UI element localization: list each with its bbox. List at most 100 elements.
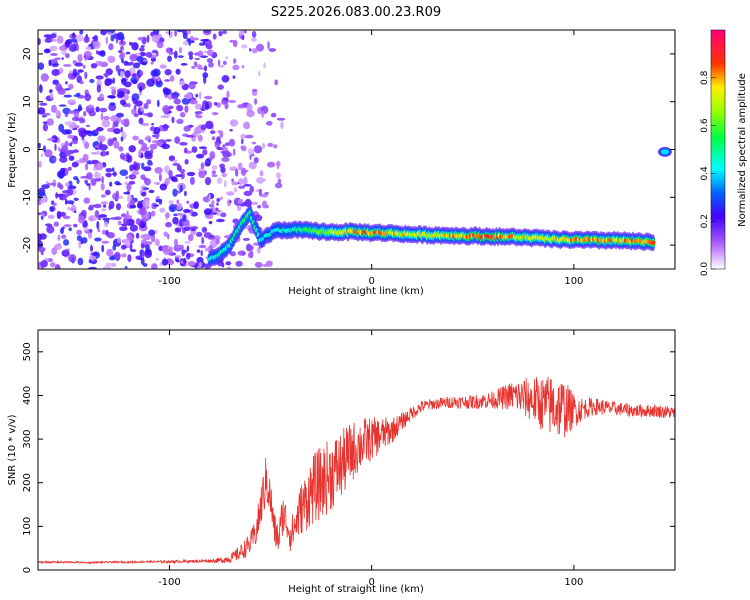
heatmap-cell (81, 209, 87, 217)
heatmap-cell (163, 89, 171, 95)
heatmap-cell (273, 144, 278, 149)
heatmap-cell (248, 48, 252, 52)
heatmap-cell (218, 65, 225, 68)
heatmap-cell (59, 211, 67, 217)
heatmap-cell (117, 116, 122, 123)
heatmap-cell (64, 88, 71, 91)
heatmap-cell (251, 30, 257, 38)
heatmap-cell (68, 254, 77, 263)
heatmap-cell (60, 227, 64, 234)
snr-y-tick-label: 200 (22, 473, 33, 492)
heatmap-cell (44, 38, 52, 43)
heatmap-cell (98, 214, 108, 218)
heatmap-cell (211, 200, 215, 206)
heatmap-cell (89, 78, 95, 84)
heatmap-cell (158, 173, 162, 182)
heatmap-cell (38, 107, 46, 115)
heatmap-cell (93, 35, 99, 42)
snr-frame (37, 329, 676, 571)
snr-series-line (38, 376, 675, 565)
heatmap-cell (135, 218, 142, 225)
heatmap-cell (77, 54, 83, 62)
heatmap-cell (126, 183, 132, 191)
heatmap-cell (175, 68, 181, 75)
heatmap-cell (153, 204, 159, 207)
snr-y-tick-label: 300 (22, 430, 33, 449)
heatmap-cell (85, 163, 89, 171)
heatmap-cell (142, 187, 150, 190)
heatmap-cell (120, 126, 123, 133)
heatmap-x-tick-label: -100 (158, 276, 181, 287)
heatmap-cell (115, 112, 124, 118)
heatmap-cell (183, 125, 191, 132)
heatmap-cell (274, 182, 283, 189)
heatmap-cell (158, 245, 163, 252)
heatmap-cell (263, 62, 266, 69)
heatmap-cell (107, 55, 116, 63)
heatmap-cell (221, 100, 228, 105)
heatmap-cell (42, 112, 51, 116)
heatmap-cell (250, 201, 259, 205)
heatmap-cell (216, 218, 225, 223)
heatmap-cell (194, 126, 203, 135)
heatmap-cell (240, 167, 247, 176)
heatmap-cell (162, 124, 170, 129)
heatmap-cell (86, 183, 90, 186)
heatmap-cell (128, 145, 136, 153)
heatmap-cell (52, 202, 57, 206)
heatmap-cell (76, 44, 80, 52)
heatmap-cell (53, 243, 62, 251)
heatmap-cell (274, 79, 279, 86)
heatmap-cell (46, 138, 56, 141)
heatmap-cell (131, 42, 139, 51)
heatmap-cell (151, 34, 160, 43)
heatmap-cell (241, 34, 245, 41)
heatmap-cell (217, 130, 223, 134)
heatmap-cell (188, 51, 194, 57)
heatmap-cell (78, 106, 83, 111)
heatmap-cell (237, 104, 246, 109)
heatmap-cell (65, 129, 72, 135)
heatmap-cell (165, 139, 172, 142)
heatmap-cell (48, 258, 53, 262)
heatmap-cell (206, 58, 213, 63)
heatmap-cell (168, 170, 173, 178)
heatmap-cell (108, 256, 116, 261)
heatmap-cell (174, 238, 178, 247)
heatmap-cell (108, 43, 114, 51)
heatmap-cell (141, 191, 147, 197)
snr-x-tick-label: 100 (564, 577, 583, 588)
heatmap-cell (232, 75, 236, 79)
heatmap-cell (90, 244, 93, 253)
heatmap-cell (73, 176, 79, 181)
heatmap-cell (39, 84, 42, 91)
heatmap-cell (227, 266, 232, 269)
colorbar-gradient (710, 29, 726, 270)
heatmap-cell (129, 204, 137, 209)
heatmap-cell (229, 200, 232, 204)
heatmap-cell (276, 172, 281, 179)
heatmap-cell (159, 207, 166, 213)
heatmap-cell (68, 70, 74, 74)
heatmap-cell (175, 202, 183, 210)
heatmap-cell (120, 136, 124, 142)
heatmap-cell (66, 38, 73, 45)
heatmap-cell (132, 163, 141, 171)
heatmap-cell (84, 93, 92, 102)
heatmap-cell (200, 162, 205, 170)
heatmap-cell (63, 94, 72, 98)
heatmap-cell (77, 69, 84, 73)
heatmap-cell (61, 226, 65, 230)
heatmap-cell (211, 170, 216, 175)
heatmap-cell (100, 201, 108, 205)
heatmap-cell (103, 221, 109, 228)
heatmap-cell (127, 254, 132, 263)
heatmap-cell (39, 102, 48, 106)
heatmap-cell (108, 200, 115, 210)
heatmap-cell (138, 92, 143, 96)
heatmap-cell (131, 108, 137, 115)
heatmap-cell (52, 79, 59, 85)
heatmap-cell (198, 146, 208, 150)
heatmap-cell (222, 60, 227, 66)
heatmap-cell (83, 130, 92, 135)
